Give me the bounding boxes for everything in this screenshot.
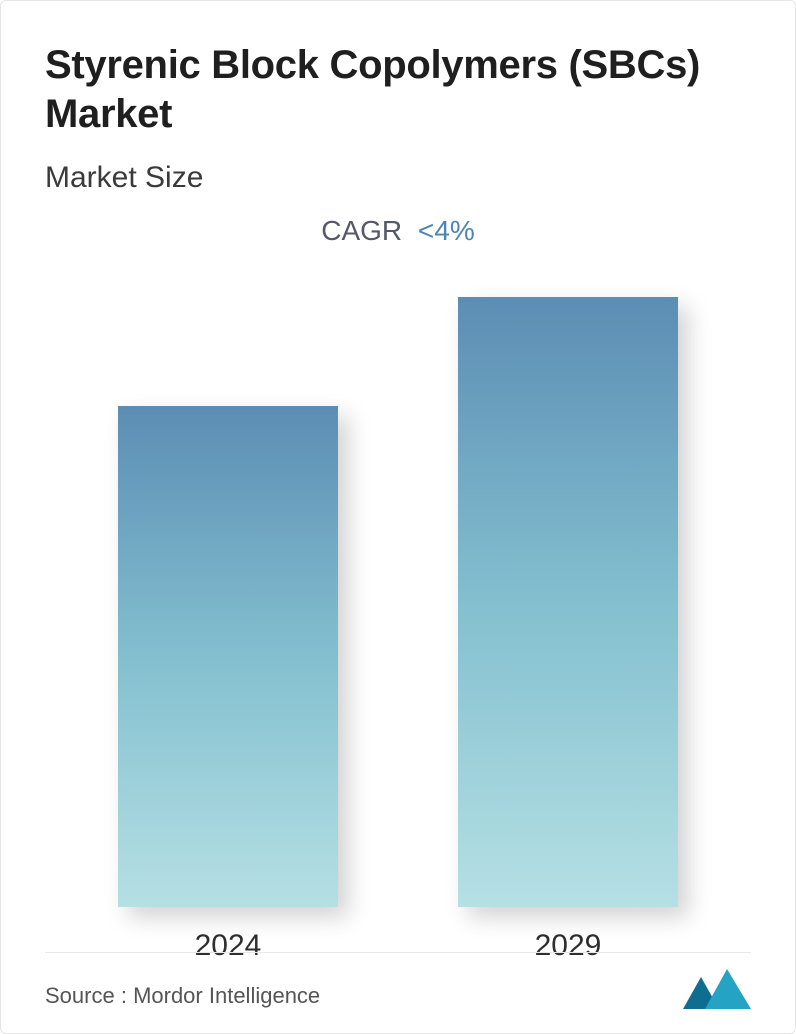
bars-container — [45, 297, 751, 907]
cagr-row: CAGR <4% — [45, 215, 751, 247]
cagr-label: CAGR — [321, 215, 402, 246]
chart-card: Styrenic Block Copolymers (SBCs) Market … — [0, 0, 796, 1034]
chart-subtitle: Market Size — [45, 161, 751, 195]
bar-2029 — [458, 297, 678, 907]
chart-title: Styrenic Block Copolymers (SBCs) Market — [45, 41, 751, 139]
source-prefix: Source : — [45, 983, 127, 1008]
source-name: Mordor Intelligence — [133, 983, 320, 1008]
cagr-value: <4% — [418, 215, 475, 246]
source-text: Source : Mordor Intelligence — [45, 983, 320, 1009]
footer: Source : Mordor Intelligence — [45, 952, 751, 1009]
brand-logo-icon — [683, 969, 751, 1009]
bar-chart — [45, 297, 751, 907]
bar-2024 — [118, 406, 338, 906]
